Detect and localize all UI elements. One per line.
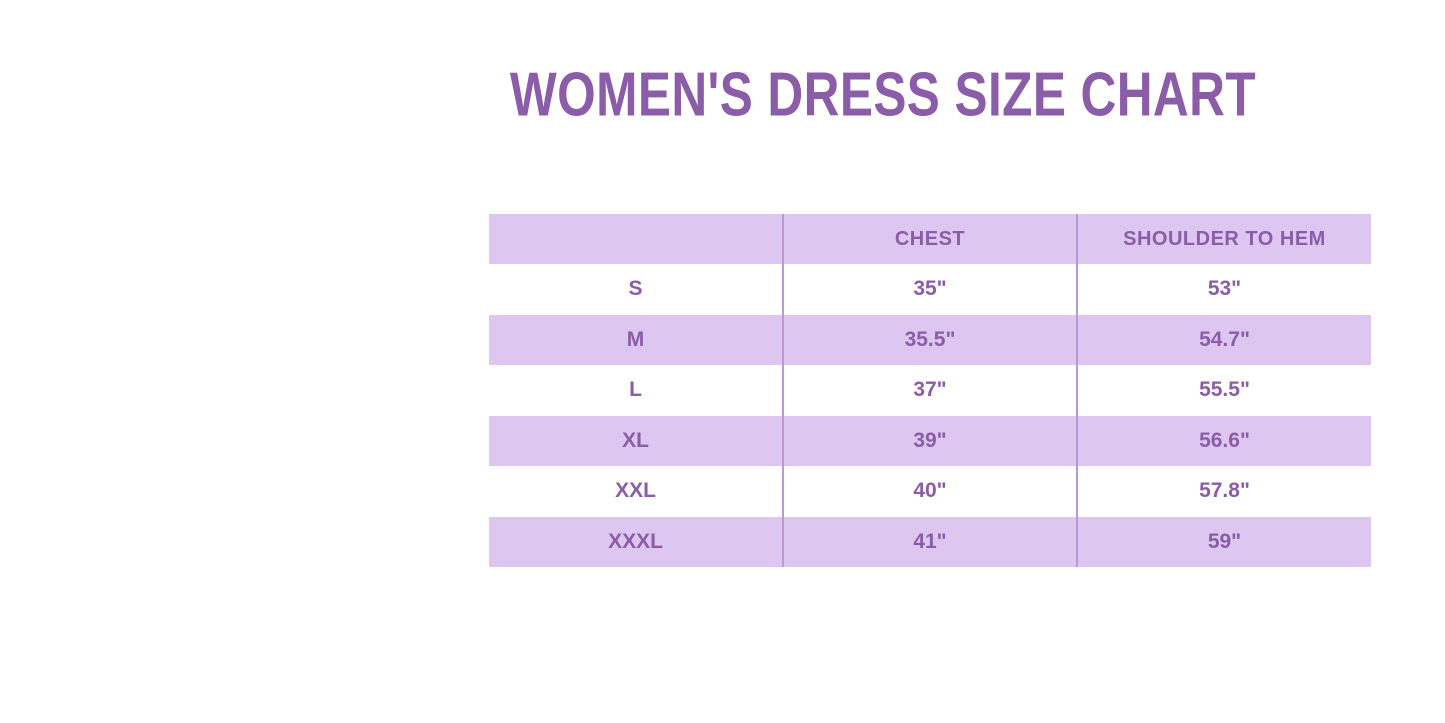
- table-row: XL 39" 56.6": [489, 415, 1371, 466]
- size-cell: M: [626, 327, 645, 351]
- shoulder-to-hem-cell: 53": [1076, 264, 1371, 315]
- shoulder-to-hem-cell: 55.5": [1076, 365, 1371, 416]
- chest-cell: 35.5": [782, 314, 1077, 365]
- page-title: WOMEN'S DRESS SIZE CHART: [509, 60, 1257, 130]
- table-row: M 35.5" 54.7": [489, 314, 1371, 365]
- chest-cell: 41": [782, 516, 1077, 567]
- table-header-row: CHEST SHOULDER TO HEM: [489, 214, 1371, 264]
- table-row: XXL 40" 57.8": [489, 466, 1371, 517]
- column-header-size: [489, 214, 783, 264]
- chest-cell: 40": [782, 466, 1077, 517]
- size-chart-table: CHEST SHOULDER TO HEM S 35" 53" M 35.5" …: [489, 214, 1371, 567]
- column-header-shoulder-to-hem: SHOULDER TO HEM: [1076, 214, 1371, 264]
- table-row: XXXL 41" 59": [489, 516, 1371, 567]
- table-row: S 35" 53": [489, 264, 1371, 315]
- size-cell: XXXL: [608, 529, 663, 553]
- size-cell: L: [629, 378, 642, 402]
- size-cell: XXL: [615, 479, 656, 503]
- shoulder-to-hem-cell: 59": [1076, 516, 1371, 567]
- chest-cell: 35": [782, 264, 1077, 315]
- size-cell: S: [628, 277, 643, 301]
- chest-cell: 39": [782, 415, 1077, 466]
- column-header-chest: CHEST: [782, 214, 1077, 264]
- shoulder-to-hem-cell: 56.6": [1076, 415, 1371, 466]
- shoulder-to-hem-cell: 57.8": [1076, 466, 1371, 517]
- chest-cell: 37": [782, 365, 1077, 416]
- size-cell: XL: [622, 428, 649, 452]
- shoulder-to-hem-cell: 54.7": [1076, 314, 1371, 365]
- table-row: L 37" 55.5": [489, 365, 1371, 416]
